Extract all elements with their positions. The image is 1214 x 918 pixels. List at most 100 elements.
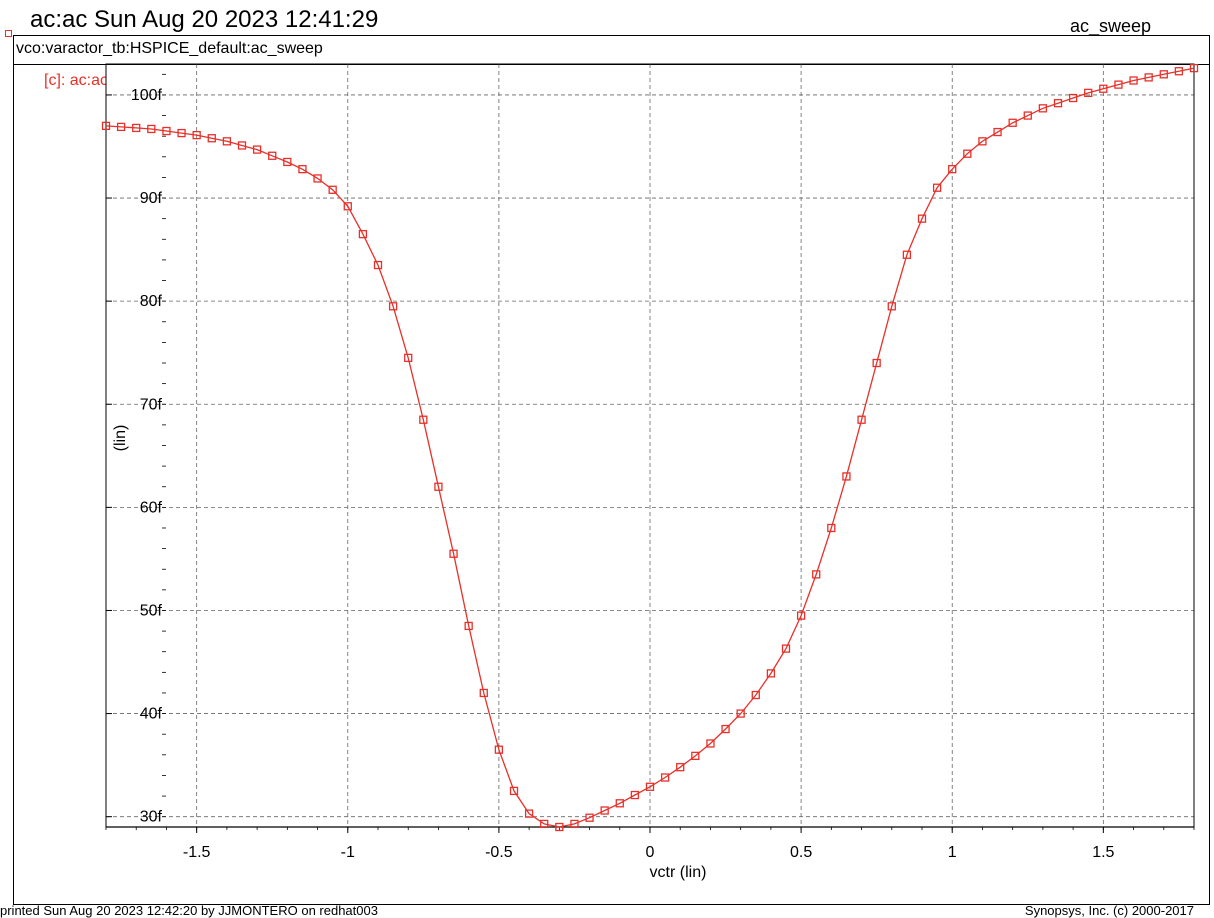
- panel-frame: [13, 35, 1210, 905]
- y-tick-label: 100f: [131, 87, 163, 104]
- data-point: [464, 621, 473, 631]
- legend[interactable]: [c]: ac:ac: [14, 69, 106, 93]
- data-point: [237, 141, 247, 150]
- data-point: [328, 185, 337, 194]
- y-tick-label: 90f: [140, 190, 163, 207]
- data-point: [1053, 99, 1063, 108]
- data-point: [706, 739, 715, 748]
- data-point: [1038, 104, 1048, 113]
- data-point: [645, 782, 655, 791]
- data-point: [1068, 93, 1078, 103]
- data-point: [479, 688, 488, 698]
- window-title: ac:ac Sun Aug 20 2023 12:41:29: [30, 6, 379, 33]
- x-tick-label: -1: [341, 844, 355, 861]
- footer-copyright: Synopsys, Inc. (c) 2000-2017: [1024, 903, 1194, 918]
- data-point: [1129, 76, 1138, 85]
- x-axis-label: vctr (lin): [650, 864, 707, 881]
- data-point: [555, 822, 564, 832]
- data-point: [721, 724, 730, 734]
- data-point: [1008, 118, 1017, 127]
- data-point: [751, 690, 760, 700]
- data-point: [540, 819, 549, 829]
- y-tick-label: 40f: [140, 706, 163, 723]
- data-point: [268, 151, 277, 160]
- series-line: [105, 67, 1195, 828]
- data-point: [963, 149, 972, 158]
- data-point: [872, 358, 881, 368]
- data-point: [404, 353, 413, 363]
- data-point: [373, 260, 383, 270]
- data-point: [177, 128, 186, 138]
- data-point: [358, 229, 368, 239]
- data-point: [993, 127, 1002, 137]
- y-tick-label: 60f: [140, 499, 163, 516]
- footer-printed: printed Sun Aug 20 2023 12:42:20 by JJMO…: [0, 903, 378, 918]
- panel-subtitle: vco:varactor_tb:HSPICE_default:ac_sweep: [16, 40, 323, 57]
- axes: -1.5 -1 -0.5 0 0.5 1 1.5 30f 40f 50f 60f 70f 80f 90f 1…: [105, 73, 1195, 861]
- data-point: [1114, 80, 1123, 89]
- data-point: [132, 123, 141, 133]
- series: [101, 63, 1199, 832]
- legend-label[interactable]: [c]: ac:ac: [44, 72, 106, 89]
- data-point: [887, 302, 896, 311]
- data-point: [298, 165, 307, 174]
- y-tick-label: 70f: [140, 396, 163, 413]
- y-tick-label: 80f: [140, 293, 163, 310]
- data-point: [766, 669, 776, 678]
- data-point: [101, 121, 111, 131]
- data-point: [1099, 84, 1108, 93]
- data-point: [842, 472, 851, 481]
- y-axis-label: (lin): [112, 425, 129, 452]
- data-point: [419, 415, 428, 424]
- data-point: [600, 806, 609, 815]
- data-point: [524, 809, 534, 818]
- data-point: [313, 174, 322, 183]
- data-point: [252, 145, 262, 154]
- data-point: [691, 751, 700, 761]
- data-point: [570, 819, 579, 829]
- data-point: [615, 799, 624, 808]
- data-point: [781, 644, 791, 653]
- data-point: [902, 250, 912, 259]
- data-point: [343, 202, 352, 211]
- data-point: [585, 813, 594, 822]
- data-point: [222, 137, 232, 146]
- data-point: [1189, 63, 1199, 73]
- data-point: [630, 790, 640, 800]
- data-point: [509, 786, 519, 796]
- data-point: [812, 570, 821, 579]
- x-tick-label: 0: [646, 844, 655, 861]
- data-point: [857, 415, 866, 424]
- data-point: [388, 302, 398, 311]
- data-point: [494, 745, 504, 754]
- x-tick-label: 1: [948, 844, 957, 861]
- grid: [106, 64, 1194, 827]
- data-point: [162, 126, 171, 136]
- data-point: [796, 611, 806, 620]
- y-tick-label: 50f: [140, 602, 163, 619]
- y-tick-label: 30f: [140, 809, 163, 826]
- data-point: [932, 183, 942, 192]
- data-point: [283, 157, 292, 167]
- data-point: [1084, 88, 1093, 98]
- x-tick-label: -0.5: [485, 844, 513, 861]
- data-point: [1159, 70, 1168, 79]
- data-point: [147, 124, 156, 134]
- data-point: [1023, 111, 1032, 120]
- x-tick-label: 0.5: [790, 844, 812, 861]
- data-point: [978, 137, 987, 146]
- data-point: [1174, 67, 1184, 76]
- data-point: [736, 709, 745, 718]
- data-point: [1144, 73, 1153, 82]
- data-point: [948, 165, 957, 174]
- x-tick-label: 1.5: [1092, 844, 1114, 861]
- data-point: [449, 549, 458, 558]
- data-point: [660, 773, 670, 782]
- data-point: [434, 482, 443, 491]
- data-point: [207, 134, 216, 143]
- marker-square-icon: [5, 30, 12, 37]
- data-point: [917, 214, 927, 223]
- x-tick-label: -1.5: [183, 844, 211, 861]
- plot-name: ac_sweep: [1070, 16, 1152, 36]
